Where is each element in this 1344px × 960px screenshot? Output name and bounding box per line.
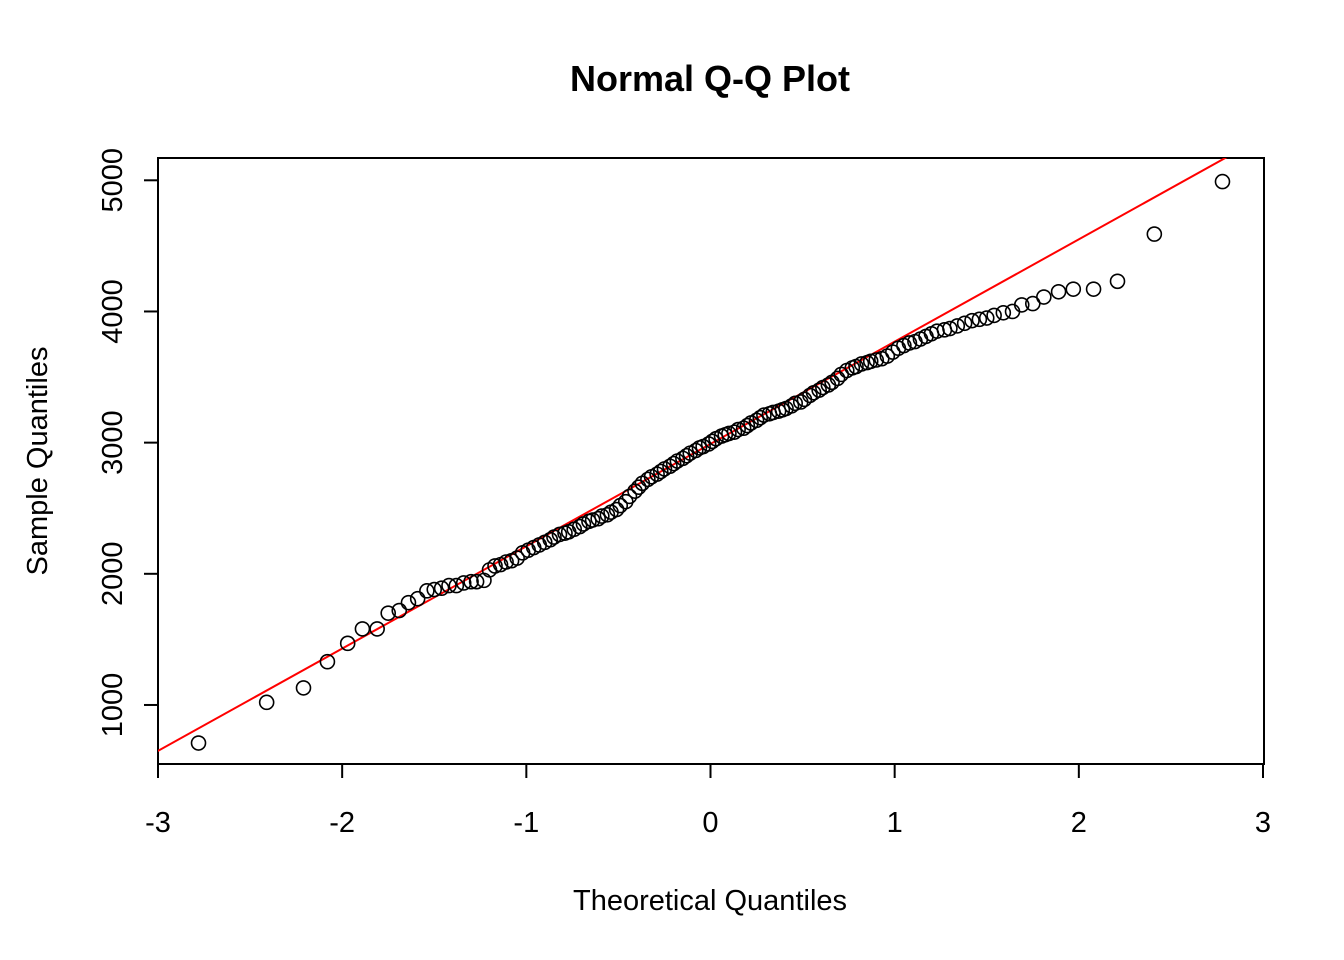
data-point	[901, 335, 918, 351]
y-axis: 1000 2000 3000 4000 5000	[97, 148, 159, 738]
data-point	[739, 417, 756, 434]
data-point	[678, 447, 695, 464]
data-point	[409, 590, 426, 607]
data-point	[594, 508, 610, 524]
x-tick-label: -3	[145, 807, 171, 839]
data-point	[640, 471, 656, 488]
data-point	[448, 577, 465, 594]
x-tick-label: 0	[702, 807, 718, 839]
data-point	[1109, 273, 1126, 290]
data-point	[258, 694, 275, 711]
data-point	[295, 680, 312, 696]
data-point	[787, 395, 804, 412]
data-point	[617, 493, 634, 510]
data-point	[1013, 297, 1030, 313]
data-point	[1004, 303, 1021, 320]
data-point	[726, 424, 743, 440]
data-point	[978, 310, 995, 326]
data-point	[433, 580, 450, 597]
data-point	[621, 488, 638, 505]
data-point	[995, 304, 1012, 321]
data-point	[1085, 281, 1102, 297]
y-tick-label: 5000	[97, 148, 129, 213]
data-point	[730, 421, 746, 438]
data-point	[1065, 281, 1082, 297]
data-point	[783, 398, 800, 414]
data-point	[441, 577, 457, 594]
y-tick-label: 1000	[97, 673, 129, 738]
plot-frame	[157, 157, 1265, 765]
data-point	[1146, 226, 1163, 242]
data-point	[862, 353, 879, 370]
data-point	[1214, 173, 1231, 190]
data-point	[509, 550, 525, 566]
data-point	[652, 463, 669, 480]
data-point	[487, 558, 503, 574]
data-point	[542, 531, 559, 548]
data-point	[756, 407, 772, 423]
y-axis-label: Sample Quantiles	[22, 347, 54, 576]
data-point	[369, 621, 385, 637]
x-tick-label: -2	[329, 807, 355, 839]
data-point	[608, 501, 625, 518]
data-point	[590, 510, 606, 527]
data-point	[391, 602, 408, 619]
data-point	[455, 575, 472, 591]
data-point	[571, 518, 588, 535]
data-point	[829, 370, 846, 387]
data-point	[400, 594, 417, 611]
data-point	[630, 479, 647, 496]
data-point	[1050, 283, 1067, 300]
data-point	[964, 312, 980, 329]
data-point	[468, 573, 485, 590]
data-point	[971, 311, 988, 328]
data-point	[599, 506, 616, 523]
data-point	[811, 382, 827, 398]
data-point	[463, 573, 479, 590]
x-axis-label: Theoretical Quantiles	[573, 885, 847, 917]
data-point	[721, 425, 737, 442]
data-point	[498, 554, 514, 570]
data-point	[752, 409, 769, 426]
data-point	[190, 735, 207, 751]
y-tick-label: 3000	[97, 410, 129, 475]
x-tick-label: 2	[1071, 807, 1087, 839]
data-point	[704, 433, 721, 450]
data-point	[1036, 289, 1052, 305]
data-point	[942, 320, 958, 337]
points-layer	[190, 173, 1231, 751]
data-point	[802, 387, 818, 404]
x-axis: -3 -2 -1 0 1 2 3	[145, 763, 1271, 839]
data-point	[551, 526, 568, 543]
data-point	[687, 442, 704, 459]
data-point	[380, 605, 397, 621]
data-point	[419, 583, 435, 599]
chart-title: Normal Q-Q Plot	[570, 58, 850, 99]
data-point	[949, 318, 966, 334]
y-tick-label: 4000	[97, 279, 129, 344]
x-tick-label: -1	[513, 807, 539, 839]
data-point	[339, 635, 356, 652]
data-point	[853, 356, 870, 372]
data-point	[986, 307, 1002, 324]
data-point	[956, 315, 973, 332]
x-tick-label: 3	[1255, 807, 1271, 839]
data-point	[354, 621, 371, 637]
data-point	[584, 512, 601, 528]
data-point	[868, 352, 885, 368]
x-tick-label: 1	[887, 807, 903, 839]
y-tick-label: 2000	[97, 542, 129, 607]
data-point	[319, 653, 336, 670]
data-point	[426, 581, 443, 598]
data-point	[665, 455, 682, 472]
